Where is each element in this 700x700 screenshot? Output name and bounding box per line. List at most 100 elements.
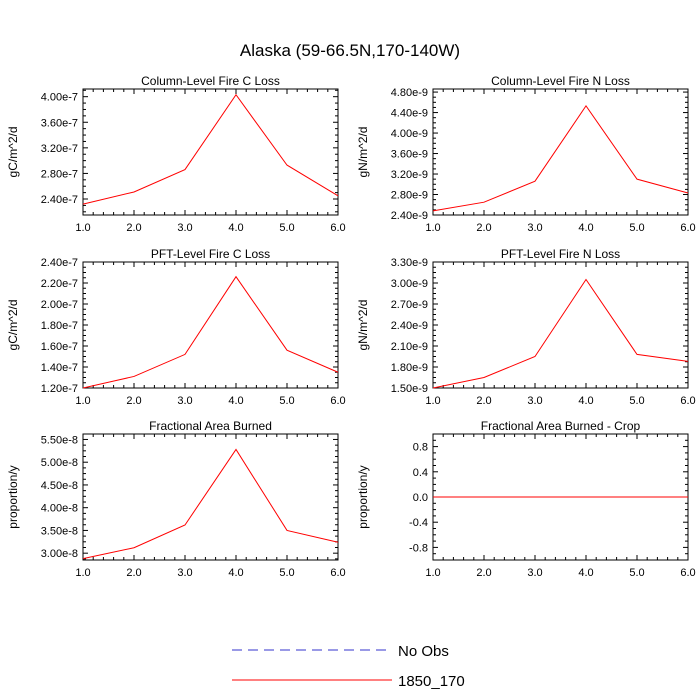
panel-title: Fractional Area Burned bbox=[149, 419, 272, 433]
plot-frame bbox=[432, 88, 689, 216]
x-tick-label: 6.0 bbox=[680, 222, 695, 234]
x-tick-label: 4.0 bbox=[578, 395, 593, 407]
plot-frame bbox=[82, 433, 339, 561]
y-tick-label: 3.00e-8 bbox=[41, 548, 78, 560]
series-line-1850-170 bbox=[432, 278, 689, 389]
y-tick-label: 0.8 bbox=[413, 442, 428, 454]
y-tick-label: 1.80e-9 bbox=[391, 362, 428, 374]
y-tick-label: 1.50e-9 bbox=[391, 383, 428, 395]
y-tick-label: 3.20e-9 bbox=[391, 169, 428, 181]
x-tick-label: 1.0 bbox=[425, 395, 440, 407]
y-tick-label: 3.30e-9 bbox=[391, 257, 428, 269]
y-tick-label: 2.20e-7 bbox=[41, 278, 78, 290]
series-line-1850-170 bbox=[82, 275, 339, 389]
y-tick-label: 2.40e-7 bbox=[41, 194, 78, 206]
y-tick-label: 4.50e-8 bbox=[41, 480, 78, 492]
panel-1: Column-Level Fire C Loss gC/m^2/d 1.0 2.0 3.… bbox=[6, 74, 346, 234]
y-tick-label: 2.80e-7 bbox=[41, 168, 78, 180]
x-tick-label: 2.0 bbox=[476, 395, 491, 407]
panel-6: Fractional Area Burned - Crop proportion/… bbox=[356, 419, 696, 579]
y-tick-label: 4.00e-9 bbox=[391, 128, 428, 140]
x-tick-label: 6.0 bbox=[330, 395, 345, 407]
x-tick-label: 4.0 bbox=[228, 395, 243, 407]
y-tick-label: 0.4 bbox=[413, 467, 428, 479]
y-tick-label: 2.70e-9 bbox=[391, 299, 428, 311]
x-tick-label: 3.0 bbox=[527, 395, 542, 407]
y-axis-label: proportion/y bbox=[6, 465, 20, 528]
x-tick-label: 4.0 bbox=[578, 222, 593, 234]
x-tick-label: 4.0 bbox=[228, 567, 243, 579]
legend: No Obs 1850_170 bbox=[232, 643, 465, 690]
x-tick-label: 3.0 bbox=[177, 567, 192, 579]
y-axis-label: gC/m^2/d bbox=[6, 300, 20, 351]
y-tick-label: 1.80e-7 bbox=[41, 320, 78, 332]
x-tick-label: 6.0 bbox=[330, 567, 345, 579]
y-tick-label: 2.40e-7 bbox=[41, 257, 78, 269]
x-tick-label: 2.0 bbox=[126, 395, 141, 407]
x-tick-label: 4.0 bbox=[578, 567, 593, 579]
y-tick-label: 4.00e-8 bbox=[41, 503, 78, 515]
x-tick-label: 2.0 bbox=[476, 222, 491, 234]
plot-frame bbox=[82, 261, 339, 389]
y-tick-label: 4.00e-7 bbox=[41, 92, 78, 104]
y-tick-label: 3.20e-7 bbox=[41, 143, 78, 155]
series-line-1850-170 bbox=[432, 105, 689, 212]
x-tick-label: 6.0 bbox=[680, 395, 695, 407]
x-tick-label: 1.0 bbox=[75, 567, 90, 579]
x-tick-label: 3.0 bbox=[527, 222, 542, 234]
y-tick-label: 4.40e-9 bbox=[391, 108, 428, 120]
x-tick-label: 5.0 bbox=[279, 222, 294, 234]
x-tick-label: 3.0 bbox=[527, 567, 542, 579]
y-tick-label: 3.60e-7 bbox=[41, 117, 78, 129]
x-tick-label: 4.0 bbox=[228, 222, 243, 234]
y-tick-label: 1.40e-7 bbox=[41, 362, 78, 374]
x-tick-label: 2.0 bbox=[126, 567, 141, 579]
panel-title: Column-Level Fire N Loss bbox=[491, 74, 630, 88]
x-tick-label: 2.0 bbox=[476, 567, 491, 579]
y-tick-label: 3.50e-8 bbox=[41, 525, 78, 537]
y-tick-label: 0.0 bbox=[413, 492, 428, 504]
series-line-1850-170 bbox=[82, 448, 339, 560]
plot-frame bbox=[82, 88, 339, 216]
x-tick-label: 6.0 bbox=[680, 567, 695, 579]
y-tick-label: -0.8 bbox=[409, 542, 428, 554]
legend-no-obs-label: No Obs bbox=[398, 643, 449, 660]
series-line-1850-170 bbox=[82, 93, 339, 205]
panel-title: Fractional Area Burned - Crop bbox=[481, 419, 641, 433]
y-axis-label: gN/m^2/d bbox=[356, 127, 370, 178]
y-tick-label: 1.60e-7 bbox=[41, 341, 78, 353]
y-axis-label: gN/m^2/d bbox=[356, 300, 370, 351]
x-tick-label: 1.0 bbox=[75, 395, 90, 407]
panel-4: PFT-Level Fire N Loss gN/m^2/d 1.0 2.0 3.0 4.… bbox=[356, 247, 696, 407]
x-tick-label: 2.0 bbox=[126, 222, 141, 234]
y-axis-label: proportion/y bbox=[356, 465, 370, 528]
panels: Column-Level Fire C Loss gC/m^2/d 1.0 2.0 3.… bbox=[6, 74, 696, 579]
y-tick-label: 2.80e-9 bbox=[391, 190, 428, 202]
y-tick-label: 1.20e-7 bbox=[41, 383, 78, 395]
x-tick-label: 5.0 bbox=[279, 567, 294, 579]
x-tick-label: 5.0 bbox=[629, 567, 644, 579]
y-tick-label: 2.10e-9 bbox=[391, 341, 428, 353]
x-tick-label: 5.0 bbox=[279, 395, 294, 407]
y-tick-label: 3.60e-9 bbox=[391, 149, 428, 161]
y-tick-label: 2.00e-7 bbox=[41, 299, 78, 311]
x-tick-label: 3.0 bbox=[177, 395, 192, 407]
y-tick-label: 2.40e-9 bbox=[391, 320, 428, 332]
y-tick-label: 3.00e-9 bbox=[391, 278, 428, 290]
x-tick-label: 1.0 bbox=[425, 567, 440, 579]
y-tick-label: 5.50e-8 bbox=[41, 434, 78, 446]
figure-title: Alaska (59-66.5N,170-140W) bbox=[240, 41, 460, 60]
x-tick-label: 5.0 bbox=[629, 395, 644, 407]
y-tick-label: -0.4 bbox=[409, 517, 428, 529]
y-axis-label: gC/m^2/d bbox=[6, 127, 20, 178]
panel-title: PFT-Level Fire C Loss bbox=[151, 247, 270, 261]
y-tick-label: 2.40e-9 bbox=[391, 210, 428, 222]
panel-title: PFT-Level Fire N Loss bbox=[501, 247, 620, 261]
y-tick-label: 5.00e-8 bbox=[41, 457, 78, 469]
x-tick-label: 3.0 bbox=[177, 222, 192, 234]
panel-title: Column-Level Fire C Loss bbox=[141, 74, 280, 88]
panel-5: Fractional Area Burned proportion/y 1.0 2.0… bbox=[6, 419, 346, 579]
x-tick-label: 5.0 bbox=[629, 222, 644, 234]
y-tick-label: 4.80e-9 bbox=[391, 87, 428, 99]
